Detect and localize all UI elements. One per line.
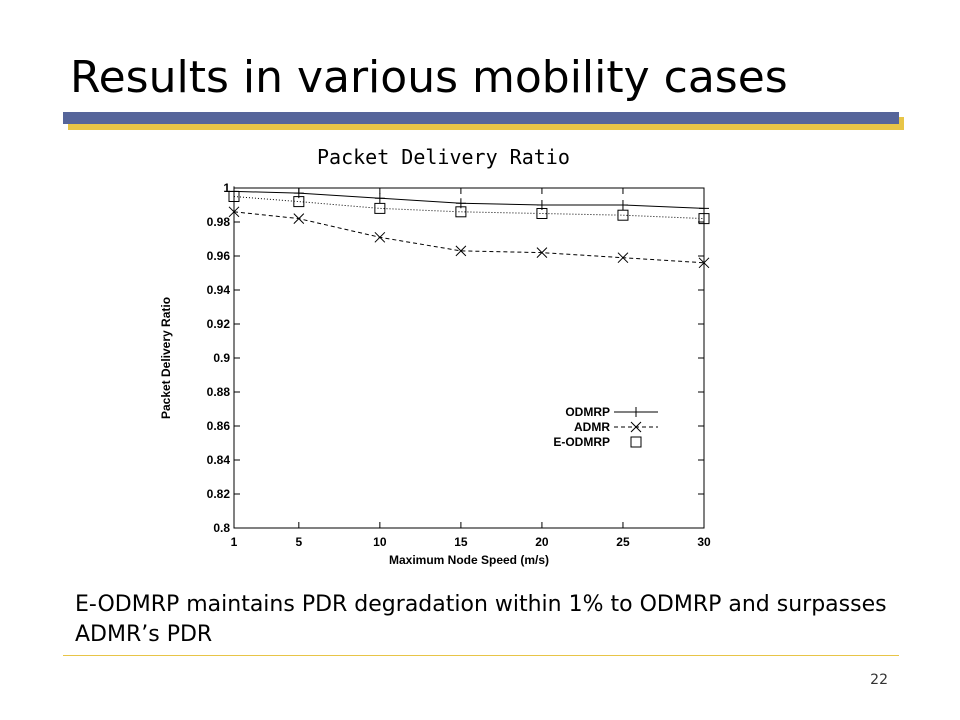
y-tick-label: 0.98 [207, 215, 231, 229]
x-tick-label: 30 [697, 535, 711, 549]
data-point [374, 193, 385, 204]
legend-label: ADMR [574, 420, 610, 434]
series-e-odmrp [228, 191, 710, 225]
y-tick-label: 0.84 [207, 453, 231, 467]
x-axis-label: Maximum Node Speed (m/s) [389, 553, 549, 567]
page-number: 22 [870, 672, 888, 688]
x-tick-label: 20 [535, 535, 549, 549]
plot-frame [233, 187, 705, 529]
chart-caption: Packet Delivery Ratio [317, 145, 570, 169]
x-tick-label: 10 [373, 535, 387, 549]
data-point [228, 206, 240, 218]
x-axis-ticks: 1 5 10 15 20 25 30 [231, 188, 711, 549]
pdr-line-chart: 0.80.820.840.860.880.90.920.940.960.981 … [159, 181, 711, 567]
legend-label: E-ODMRP [553, 435, 610, 449]
y-tick-label: 0.94 [207, 283, 231, 297]
y-tick-label: 1 [223, 181, 230, 195]
series-group [228, 186, 710, 269]
series-line [233, 190, 705, 209]
y-tick-label: 0.92 [207, 317, 231, 331]
data-point [536, 247, 548, 258]
y-tick-label: 0.96 [207, 249, 231, 263]
data-point [228, 191, 240, 202]
legend-marker [630, 436, 642, 448]
y-axis-ticks: 0.8 0.82 0.84 0.86 0.88 0.9 0.92 0.94 0.96 0.98 1 [207, 181, 704, 535]
slide-title: Results in various mobility cases [70, 52, 788, 103]
series-line [233, 211, 705, 264]
data-point [293, 213, 305, 224]
summary-text: E-ODMRP maintains PDR degradation within… [75, 592, 887, 647]
data-point [293, 196, 305, 208]
data-point [699, 203, 709, 214]
data-point [617, 252, 629, 264]
y-tick-label: 0.88 [207, 385, 231, 399]
series-odmrp [229, 186, 709, 214]
data-point [617, 200, 628, 210]
y-axis-label: Packet Delivery Ratio [159, 297, 173, 419]
title-bar [63, 112, 899, 124]
y-tick-label: 0.9 [213, 351, 230, 365]
y-tick-label: 0.86 [207, 419, 231, 433]
x-tick-label: 15 [454, 535, 468, 549]
plot-border [233, 187, 705, 529]
data-point [698, 213, 710, 225]
series-admr [228, 206, 710, 269]
series-line [233, 196, 705, 220]
y-tick-label: 0.82 [207, 487, 231, 501]
legend-label: ODMRP [565, 405, 610, 419]
y-tick-label: 0.8 [213, 521, 230, 535]
data-point [698, 257, 710, 269]
x-tick-label: 25 [616, 535, 630, 549]
data-point [536, 208, 548, 219]
data-point [617, 209, 629, 221]
x-tick-label: 1 [231, 535, 238, 549]
data-point [374, 231, 386, 243]
legend-marker [630, 421, 642, 433]
x-tick-label: 5 [295, 535, 302, 549]
data-point [455, 245, 467, 257]
legend-marker [631, 407, 641, 417]
data-point [455, 206, 467, 218]
data-point [374, 202, 386, 214]
footer-rule [63, 655, 899, 656]
